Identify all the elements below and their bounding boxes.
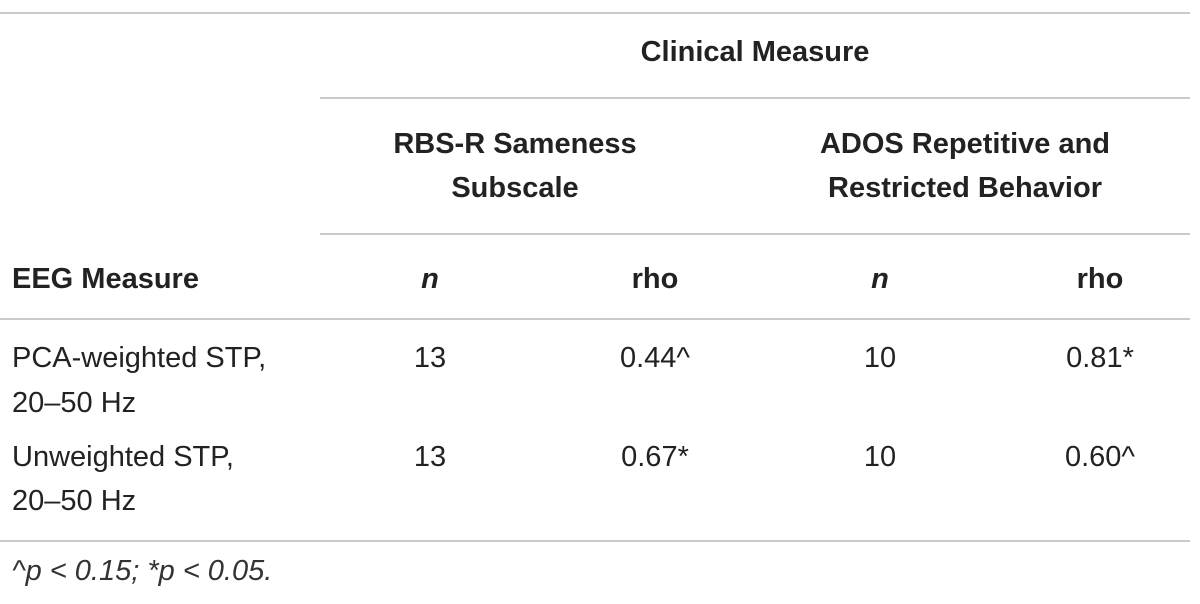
table-footnote: ^p < 0.15; *p < 0.05. <box>12 555 273 587</box>
group-header-rule <box>320 233 1190 235</box>
col-header-n-ados: n <box>871 263 889 295</box>
row-label-line: 20–50 Hz <box>12 387 137 419</box>
col-header-n-rbs: n <box>421 263 439 295</box>
group-header-line: Subscale <box>451 172 579 204</box>
header-body-rule <box>0 318 1190 320</box>
eeg-measure-header: EEG Measure <box>12 263 199 295</box>
cell-rho-rbs: 0.67* <box>621 441 689 473</box>
clinical-measure-header: Clinical Measure <box>640 36 870 68</box>
group-header-line: Restricted Behavior <box>828 172 1102 204</box>
row-label-line: 20–50 Hz <box>12 485 137 517</box>
table-bottom-rule <box>0 540 1190 542</box>
table-top-rule <box>0 12 1190 14</box>
cell-n-rbs: 13 <box>413 342 447 374</box>
cell-rho-ados: 0.60^ <box>1064 441 1136 473</box>
cell-rho-rbs: 0.44^ <box>619 342 691 374</box>
col-header-rho-ados: rho <box>1076 263 1124 295</box>
group-header-line: ADOS Repetitive and <box>819 128 1111 160</box>
cell-n-ados: 10 <box>863 441 897 473</box>
clinical-header-rule <box>320 97 1190 99</box>
col-header-rho-rbs: rho <box>631 263 679 295</box>
cell-rho-ados: 0.81* <box>1066 342 1134 374</box>
group-header-line: RBS-R Sameness <box>393 128 637 160</box>
cell-n-rbs: 13 <box>413 441 447 473</box>
row-label-line: Unweighted STP, <box>12 441 234 473</box>
row-label-line: PCA-weighted STP, <box>12 342 267 374</box>
cell-n-ados: 10 <box>863 342 897 374</box>
